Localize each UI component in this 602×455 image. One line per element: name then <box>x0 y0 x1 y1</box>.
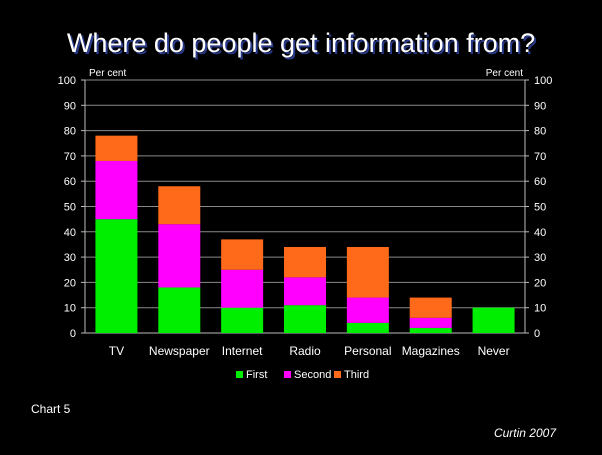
y-tick-label-right: 50 <box>534 202 546 214</box>
bar-segment-third <box>221 239 264 270</box>
y-tick-label-left: 100 <box>58 75 76 87</box>
y-tick-label-right: 10 <box>534 303 546 315</box>
x-tick-label: Newspaper <box>149 344 210 358</box>
bar-segment-second <box>284 277 326 306</box>
legend-swatch-first <box>236 371 243 378</box>
source-citation: Curtin 2007 <box>493 426 556 440</box>
bar-segment-first <box>409 327 452 333</box>
y-tick-label-right: 40 <box>534 227 546 239</box>
bar-segment-third <box>95 135 138 161</box>
x-tick-label: Internet <box>222 344 263 358</box>
y-tick-label-right: 90 <box>534 100 546 112</box>
y-axis-label-right: Per cent <box>486 68 523 79</box>
y-tick-label-right: 100 <box>534 75 552 87</box>
y-tick-label-left: 50 <box>64 202 76 214</box>
bar-segment-first <box>158 287 201 333</box>
y-tick-label-left: 70 <box>64 151 76 163</box>
bar-segment-third <box>346 246 389 298</box>
x-tick-label: Never <box>478 344 510 358</box>
x-tick-label: Magazines <box>402 344 460 358</box>
bar-segment-first <box>346 322 389 333</box>
bar-segment-first <box>472 307 515 333</box>
y-tick-label-left: 0 <box>70 328 76 340</box>
y-tick-label-right: 70 <box>534 151 546 163</box>
legend-label-third: Third <box>344 369 369 381</box>
bar-segment-third <box>409 297 452 318</box>
legend-swatch-third <box>334 371 341 378</box>
bar-segment-first <box>221 307 264 333</box>
chart-number-label: Chart 5 <box>31 402 71 416</box>
y-tick-label-left: 80 <box>64 126 76 138</box>
x-tick-label: TV <box>109 344 124 358</box>
x-tick-label: Personal <box>344 344 391 358</box>
y-tick-label-left: 60 <box>64 176 76 188</box>
bar-segment-second <box>346 297 389 323</box>
legend-swatch-second <box>284 371 291 378</box>
y-tick-label-left: 20 <box>64 277 76 289</box>
y-tick-label-left: 90 <box>64 100 76 112</box>
y-tick-label-right: 20 <box>534 277 546 289</box>
y-tick-label-right: 0 <box>534 328 540 340</box>
bar-segment-second <box>221 269 264 308</box>
bar-segment-third <box>158 186 201 225</box>
legend-label-first: First <box>246 369 267 381</box>
y-tick-label-right: 30 <box>534 252 546 264</box>
y-axis-label-left: Per cent <box>89 68 126 79</box>
y-tick-label-right: 80 <box>534 126 546 138</box>
y-tick-label-left: 10 <box>64 303 76 315</box>
bar-segment-second <box>95 160 138 220</box>
legend-label-second: Second <box>294 369 331 381</box>
y-tick-label-left: 40 <box>64 227 76 239</box>
bar-segment-first <box>95 219 138 333</box>
y-tick-label-right: 60 <box>534 176 546 188</box>
bar-segment-first <box>284 305 326 333</box>
bar-segment-third <box>284 246 326 278</box>
chart-title: Where do people get information from? <box>66 28 536 58</box>
x-tick-label: Radio <box>289 344 321 358</box>
bar-segment-second <box>158 224 201 288</box>
y-tick-label-left: 30 <box>64 252 76 264</box>
bar-segment-second <box>409 317 452 328</box>
